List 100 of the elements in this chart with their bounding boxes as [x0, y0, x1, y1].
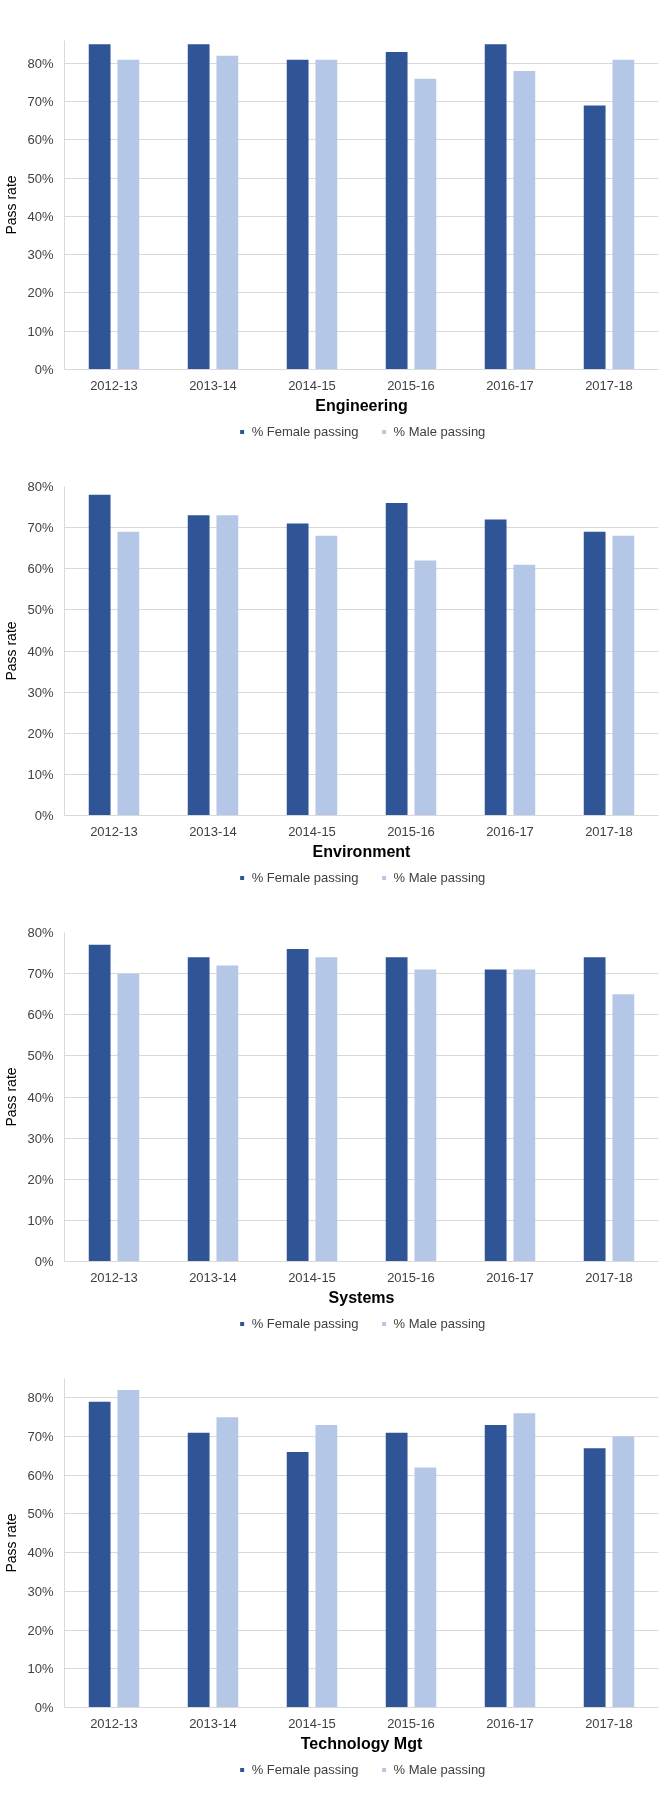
x-tick-label: 2014-15 — [288, 823, 336, 839]
y-tick-label: 60% — [27, 1007, 54, 1023]
x-tick-label: 2016-17 — [486, 1715, 534, 1731]
x-tick-label: 2014-15 — [288, 1269, 336, 1285]
y-tick-label: 70% — [27, 94, 54, 110]
bar — [484, 969, 507, 1262]
bar — [286, 59, 309, 370]
bar — [385, 502, 408, 816]
y-tick-label: 80% — [27, 55, 54, 71]
bar — [88, 494, 111, 816]
bar — [385, 1432, 408, 1708]
y-tick-label: 20% — [27, 1171, 54, 1187]
y-axis-title: Pass rate — [3, 175, 20, 235]
x-tick-label: 2017-18 — [585, 1269, 633, 1285]
y-tick-label: 30% — [27, 247, 54, 263]
bar — [315, 59, 338, 370]
legend-label: % Male passing — [393, 1761, 486, 1777]
bar — [612, 1436, 635, 1708]
y-tick-label: 10% — [27, 1212, 54, 1228]
x-tick-label: 2012-13 — [90, 823, 138, 839]
bar — [414, 78, 437, 370]
bar — [187, 44, 210, 370]
bar — [513, 564, 536, 816]
x-tick-label: 2017-18 — [585, 377, 633, 393]
bar — [513, 969, 536, 1262]
y-tick-label: 20% — [27, 725, 54, 741]
bar — [286, 948, 309, 1262]
y-tick-label: 30% — [27, 684, 54, 700]
y-tick-label: 0% — [34, 1254, 54, 1269]
bar — [216, 55, 239, 370]
y-axis-title: Pass rate — [3, 621, 20, 681]
x-axis-title: Engineering — [315, 396, 408, 414]
x-tick-label: 2013-14 — [189, 1269, 237, 1285]
y-tick-label: 0% — [34, 808, 54, 823]
bar — [315, 1424, 338, 1708]
bar — [117, 59, 140, 370]
x-tick-label: 2016-17 — [486, 823, 534, 839]
y-tick-label: 60% — [27, 561, 54, 577]
x-tick-label: 2012-13 — [90, 1715, 138, 1731]
bar — [513, 71, 536, 370]
bar — [484, 44, 507, 370]
bar — [88, 944, 111, 1262]
x-tick-label: 2012-13 — [90, 377, 138, 393]
legend-label: % Female passing — [251, 1761, 359, 1777]
y-tick-label: 80% — [27, 479, 54, 494]
y-tick-label: 80% — [27, 1390, 54, 1406]
bar — [612, 535, 635, 816]
x-tick-label: 2016-17 — [486, 1269, 534, 1285]
x-tick-label: 2012-13 — [90, 1269, 138, 1285]
y-tick-label: 30% — [27, 1583, 54, 1599]
x-tick-label: 2014-15 — [288, 377, 336, 393]
y-tick-label: 60% — [27, 132, 54, 148]
x-tick-label: 2013-14 — [189, 823, 237, 839]
x-tick-label: 2015-16 — [387, 377, 435, 393]
bar — [385, 957, 408, 1262]
bar — [315, 535, 338, 816]
bar — [187, 957, 210, 1262]
bar — [88, 1401, 111, 1708]
bar — [117, 531, 140, 816]
bar — [187, 1432, 210, 1708]
bar — [583, 1448, 606, 1708]
bar — [117, 1390, 140, 1708]
legend-label: % Male passing — [393, 423, 486, 439]
y-tick-label: 30% — [27, 1130, 54, 1146]
y-tick-label: 50% — [27, 170, 54, 186]
x-axis-title: Environment — [312, 842, 412, 860]
bar — [484, 519, 507, 816]
bar — [484, 1424, 507, 1708]
bar — [385, 51, 408, 370]
y-tick-label: 20% — [27, 285, 54, 301]
bar — [414, 560, 437, 816]
bar — [583, 105, 606, 370]
x-tick-label: 2013-14 — [189, 377, 237, 393]
y-tick-label: 40% — [27, 208, 54, 224]
bar — [414, 969, 437, 1262]
y-tick-label: 50% — [27, 1048, 54, 1064]
bar — [583, 531, 606, 816]
y-tick-label: 70% — [27, 520, 54, 536]
bar — [583, 957, 606, 1262]
y-axis-title: Pass rate — [3, 1513, 20, 1573]
y-tick-label: 40% — [27, 1089, 54, 1105]
x-tick-label: 2016-17 — [486, 377, 534, 393]
x-tick-label: 2013-14 — [189, 1715, 237, 1731]
bar — [612, 59, 635, 370]
bar — [513, 1413, 536, 1708]
bar — [216, 1417, 239, 1708]
legend-label: % Female passing — [251, 1315, 359, 1331]
y-tick-label: 40% — [27, 1545, 54, 1561]
legend-label: % Male passing — [393, 869, 486, 885]
bar — [216, 515, 239, 816]
y-tick-label: 0% — [34, 1700, 54, 1715]
x-tick-label: 2017-18 — [585, 1715, 633, 1731]
y-tick-label: 20% — [27, 1622, 54, 1638]
y-tick-label: 80% — [27, 925, 54, 940]
y-tick-label: 10% — [27, 323, 54, 339]
bar — [216, 965, 239, 1262]
bar — [414, 1467, 437, 1708]
legend-label: % Female passing — [251, 423, 359, 439]
bar — [286, 523, 309, 816]
y-tick-label: 70% — [27, 966, 54, 982]
